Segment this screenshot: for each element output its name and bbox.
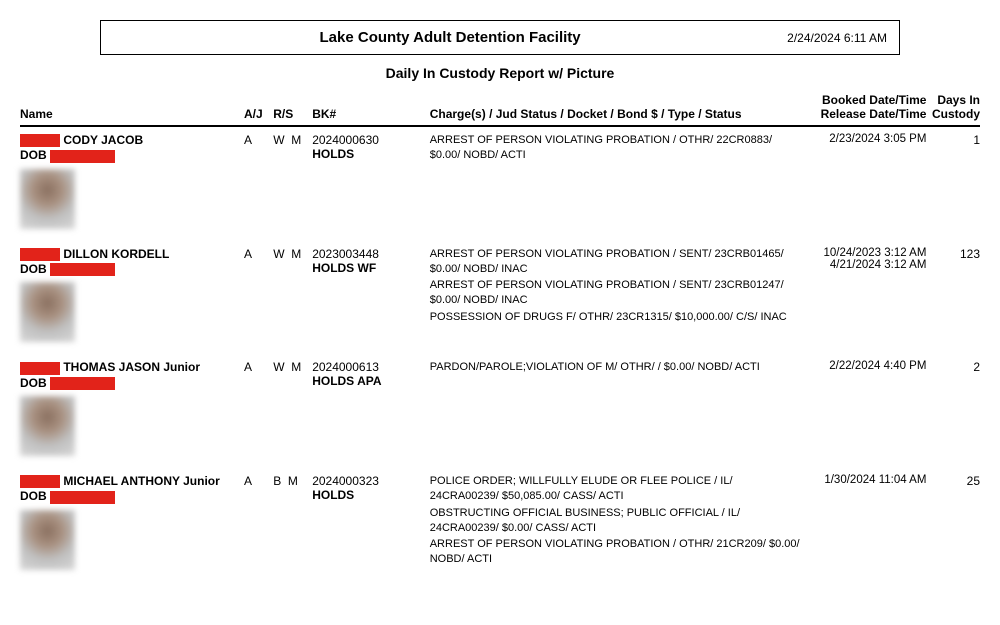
dob-label: DOB [20, 489, 47, 503]
record-name-cell: THOMAS JASON Junior DOB [20, 360, 244, 456]
aj-value: A [244, 247, 273, 261]
redacted-block [20, 475, 60, 488]
mugshot-image [20, 396, 75, 456]
booked-cell: 2/22/2024 4:40 PM [800, 360, 927, 372]
holds-label: HOLDS WF [312, 261, 405, 275]
redacted-block [20, 362, 60, 375]
charges-cell: PARDON/PAROLE;VIOLATION OF M/ OTHR/ / $0… [405, 360, 800, 377]
redacted-block [50, 150, 115, 163]
aj-value: A [244, 474, 273, 488]
col-header-booked-line2: Release Date/Time [800, 107, 927, 121]
col-header-booked: Booked Date/Time Release Date/Time [800, 93, 927, 121]
dob-label: DOB [20, 148, 47, 162]
booked-datetime: 1/30/2024 11:04 AM [800, 474, 927, 486]
inmate-name: CODY JACOB [63, 133, 143, 147]
charge-line: ARREST OF PERSON VIOLATING PROBATION / O… [430, 537, 800, 567]
inmate-name-line: THOMAS JASON Junior [20, 360, 244, 374]
col-header-charges: Charge(s) / Jud Status / Docket / Bond $… [405, 107, 800, 121]
release-datetime: 4/21/2024 3:12 AM [800, 259, 927, 271]
mugshot-image [20, 282, 75, 342]
aj-value: A [244, 133, 273, 147]
report-timestamp: 2/24/2024 6:11 AM [787, 31, 887, 45]
records-container: CODY JACOBDOB AW M2024000630HOLDSARREST … [20, 133, 980, 570]
charges-cell: ARREST OF PERSON VIOLATING PROBATION / O… [405, 133, 800, 165]
record-name-cell: CODY JACOB DOB [20, 133, 244, 229]
booked-datetime: 10/24/2023 3:12 AM [800, 247, 927, 259]
inmate-name: DILLON KORDELL [63, 247, 169, 261]
inmate-name: THOMAS JASON Junior [63, 360, 200, 374]
table-row: THOMAS JASON Junior DOB AW M2024000613HOL… [20, 360, 980, 456]
inmate-name: MICHAEL ANTHONY Junior [63, 474, 219, 488]
charge-line: POSSESSION OF DRUGS F/ OTHR/ 23CR1315/ $… [430, 310, 800, 325]
rs-value: W M [273, 360, 312, 374]
table-row: DILLON KORDELL DOB AW M2023003448HOLDS WF… [20, 247, 980, 343]
col-header-name: Name [20, 107, 244, 121]
redacted-block [20, 248, 60, 261]
holds-label: HOLDS APA [312, 374, 405, 388]
charge-line: PARDON/PAROLE;VIOLATION OF M/ OTHR/ / $0… [430, 360, 800, 375]
dob-line: DOB [20, 489, 244, 503]
col-header-days: Days In Custody [926, 93, 980, 121]
charge-line: ARREST OF PERSON VIOLATING PROBATION / S… [430, 247, 800, 277]
redacted-block [50, 263, 115, 276]
dob-label: DOB [20, 376, 47, 390]
days-in-custody: 25 [926, 474, 980, 488]
redacted-block [50, 491, 115, 504]
days-in-custody: 123 [926, 247, 980, 261]
booking-number: 2024000613 [312, 360, 405, 374]
charge-line: POLICE ORDER; WILLFULLY ELUDE OR FLEE PO… [430, 474, 800, 504]
charges-cell: ARREST OF PERSON VIOLATING PROBATION / S… [405, 247, 800, 327]
charges-cell: POLICE ORDER; WILLFULLY ELUDE OR FLEE PO… [405, 474, 800, 569]
charge-line: ARREST OF PERSON VIOLATING PROBATION / O… [430, 133, 800, 163]
inmate-name-line: CODY JACOB [20, 133, 244, 147]
booking-number: 2024000323 [312, 474, 405, 488]
days-in-custody: 2 [926, 360, 980, 374]
table-row: MICHAEL ANTHONY Junior DOB AB M2024000323… [20, 474, 980, 570]
bk-cell: 2023003448HOLDS WF [312, 247, 405, 275]
booked-datetime: 2/22/2024 4:40 PM [800, 360, 927, 372]
record-name-cell: MICHAEL ANTHONY Junior DOB [20, 474, 244, 570]
holds-label: HOLDS [312, 147, 405, 161]
charge-line: ARREST OF PERSON VIOLATING PROBATION / S… [430, 278, 800, 308]
booking-number: 2024000630 [312, 133, 405, 147]
redacted-block [20, 134, 60, 147]
mugshot-image [20, 169, 75, 229]
rs-value: W M [273, 133, 312, 147]
dob-label: DOB [20, 262, 47, 276]
col-header-rs: R/S [273, 107, 312, 121]
redacted-block [50, 377, 115, 390]
booking-number: 2023003448 [312, 247, 405, 261]
record-name-cell: DILLON KORDELL DOB [20, 247, 244, 343]
col-header-days-line1: Days In [926, 93, 980, 107]
col-header-aj: A/J [244, 107, 273, 121]
booked-cell: 1/30/2024 11:04 AM [800, 474, 927, 486]
bk-cell: 2024000613HOLDS APA [312, 360, 405, 388]
bk-cell: 2024000323HOLDS [312, 474, 405, 502]
aj-value: A [244, 360, 273, 374]
dob-line: DOB [20, 262, 244, 276]
dob-line: DOB [20, 376, 244, 390]
holds-label: HOLDS [312, 488, 405, 502]
report-title: Daily In Custody Report w/ Picture [20, 65, 980, 81]
inmate-name-line: DILLON KORDELL [20, 247, 244, 261]
booked-cell: 10/24/2023 3:12 AM4/21/2024 3:12 AM [800, 247, 927, 271]
booked-datetime: 2/23/2024 3:05 PM [800, 133, 927, 145]
rs-value: B M [273, 474, 312, 488]
days-in-custody: 1 [926, 133, 980, 147]
dob-line: DOB [20, 148, 244, 162]
bk-cell: 2024000630HOLDS [312, 133, 405, 161]
inmate-name-line: MICHAEL ANTHONY Junior [20, 474, 244, 488]
report-header-box: Lake County Adult Detention Facility 2/2… [100, 20, 900, 55]
column-header-row: Name A/J R/S BK# Charge(s) / Jud Status … [20, 93, 980, 127]
col-header-bk: BK# [312, 107, 405, 121]
charge-line: OBSTRUCTING OFFICIAL BUSINESS; PUBLIC OF… [430, 506, 800, 536]
mugshot-image [20, 510, 75, 570]
booked-cell: 2/23/2024 3:05 PM [800, 133, 927, 145]
col-header-booked-line1: Booked Date/Time [800, 93, 927, 107]
facility-name: Lake County Adult Detention Facility [113, 29, 787, 46]
table-row: CODY JACOB DOB AW M2024000630HOLDS ARREST … [20, 133, 980, 229]
rs-value: W M [273, 247, 312, 261]
col-header-days-line2: Custody [926, 107, 980, 121]
